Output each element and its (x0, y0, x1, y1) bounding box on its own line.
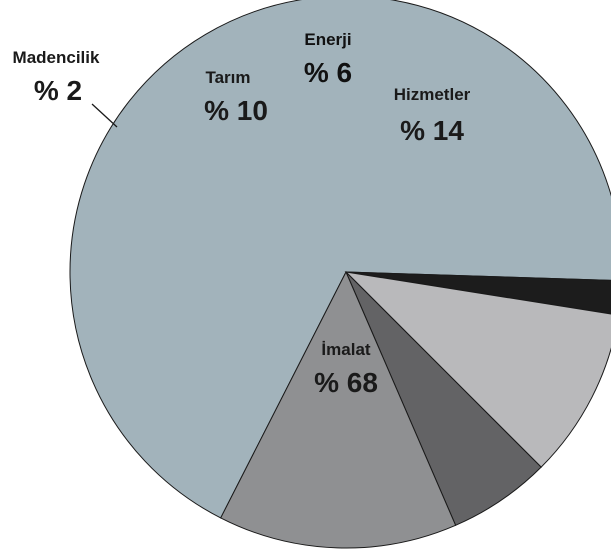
slice-value-label: % 14 (400, 115, 464, 146)
slice-value-label: % 10 (204, 95, 268, 126)
pie-slice-hizmetler (220, 270, 457, 549)
slice-name-label: Hizmetler (394, 85, 471, 104)
leader-line-madencilik (91, 103, 118, 128)
leader-lines (91, 103, 118, 128)
slice-name-label: Enerji (304, 30, 351, 49)
slice-value-label: % 68 (314, 367, 378, 398)
slice-value-label: % 6 (304, 57, 352, 88)
slice-name-label: Madencilik (13, 48, 100, 67)
pie-slice-i-malat (69, 0, 611, 519)
slice-name-label: Tarım (205, 68, 250, 87)
pie-slice-tar-m (344, 271, 611, 468)
pie-labels: İmalat % 68 Madencilik % 2 Tarım % 10 Enerji % … (13, 30, 471, 398)
pie-slices (69, 0, 611, 549)
slice-name-label: İmalat (321, 340, 370, 359)
slice-value-label: % 2 (34, 75, 82, 106)
